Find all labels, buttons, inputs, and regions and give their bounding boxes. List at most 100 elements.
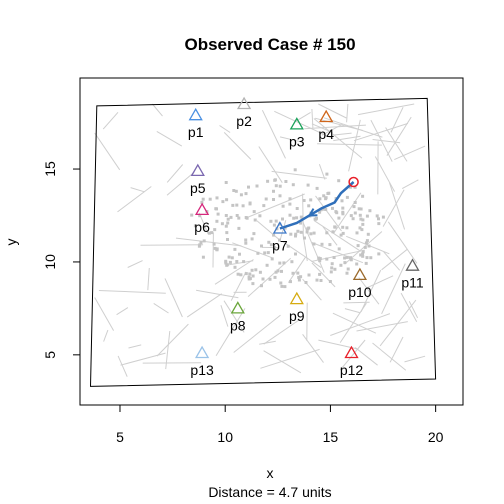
street-segment	[130, 187, 145, 193]
case-point	[213, 228, 217, 232]
case-point	[355, 262, 359, 266]
case-point	[321, 207, 325, 211]
case-point	[294, 234, 297, 238]
case-point	[263, 251, 267, 255]
case-point	[227, 255, 231, 259]
case-point	[244, 241, 248, 245]
case-point	[272, 246, 276, 250]
street-segment	[358, 103, 415, 116]
case-point	[235, 260, 239, 263]
case-point	[247, 275, 251, 279]
street-segment	[223, 132, 252, 160]
case-point	[252, 232, 256, 236]
case-point	[282, 261, 286, 265]
street-segment	[304, 124, 366, 130]
case-point	[318, 272, 322, 276]
case-point	[208, 197, 212, 201]
case-point	[359, 207, 363, 211]
y-tick-label: 15	[42, 161, 58, 177]
street-segment	[358, 277, 380, 305]
case-point	[199, 241, 203, 245]
street-segment	[293, 111, 311, 123]
case-point	[226, 221, 230, 225]
case-point	[232, 189, 236, 192]
case-point	[351, 217, 355, 221]
case-point	[215, 196, 219, 200]
case-point	[375, 214, 379, 218]
case-point	[317, 256, 321, 260]
x-tick-label: 20	[428, 429, 444, 445]
street-segment	[260, 348, 320, 369]
case-point	[318, 197, 322, 201]
street-segment	[228, 260, 254, 266]
case-point	[337, 179, 341, 183]
case-point	[273, 178, 277, 182]
case-point	[230, 256, 234, 260]
case-point	[215, 247, 219, 251]
case-point	[234, 189, 238, 193]
case-point	[224, 261, 228, 265]
case-point	[339, 263, 343, 267]
street-segment	[383, 251, 401, 271]
case-point	[279, 281, 283, 285]
street-segment	[372, 342, 407, 371]
street-segment	[164, 278, 183, 318]
distance-subtitle: Distance = 4.7 units	[208, 484, 331, 500]
case-point	[200, 200, 204, 204]
case-point	[250, 237, 254, 241]
case-point	[198, 214, 202, 218]
pump-marker-p2	[236, 96, 252, 110]
street-segment	[344, 308, 360, 314]
case-point	[353, 211, 357, 215]
case-point	[224, 259, 228, 263]
case-point	[328, 280, 332, 283]
case-point	[345, 271, 349, 275]
case-points	[190, 168, 385, 289]
pump-label-p9: p9	[289, 308, 305, 324]
pump-label-p6: p6	[194, 219, 210, 235]
case-point	[346, 267, 350, 271]
case-point	[369, 256, 373, 260]
case-point	[356, 244, 360, 248]
case-point	[247, 277, 251, 281]
pump-label-p12: p12	[340, 362, 364, 378]
case-point	[353, 185, 357, 189]
street-segment	[247, 257, 292, 297]
case-point	[367, 244, 371, 248]
street-segment	[404, 355, 426, 363]
street-segment	[331, 132, 352, 136]
case-point	[328, 243, 332, 247]
case-point	[278, 184, 282, 188]
case-point	[236, 272, 240, 276]
case-point	[268, 277, 272, 281]
pump-label-p11: p11	[401, 275, 424, 291]
case-point	[295, 207, 299, 210]
case-point	[201, 197, 205, 201]
case-point	[216, 212, 220, 216]
street-segment	[321, 123, 343, 136]
pump-marker-p6	[194, 202, 210, 216]
street-segment	[166, 171, 195, 196]
case-point	[280, 284, 284, 288]
case-point	[337, 216, 341, 220]
case-point	[233, 265, 237, 269]
street-segment	[346, 103, 349, 123]
case-point	[337, 247, 341, 251]
case-point	[349, 258, 353, 262]
pump-label-p4: p4	[318, 126, 334, 142]
street-segment	[116, 307, 129, 316]
street-segment	[220, 305, 229, 327]
case-point	[288, 202, 292, 206]
case-point	[361, 218, 365, 222]
case-point	[358, 226, 362, 230]
street-segment	[389, 182, 406, 230]
pump-label-p3: p3	[289, 133, 305, 149]
street-segment	[311, 242, 364, 264]
case-point	[307, 226, 311, 230]
case-point	[224, 224, 228, 228]
case-point	[280, 269, 283, 273]
street-segment	[140, 244, 204, 246]
street-segment	[372, 139, 401, 144]
y-tick-label: 5	[42, 351, 58, 359]
case-point	[274, 270, 278, 274]
